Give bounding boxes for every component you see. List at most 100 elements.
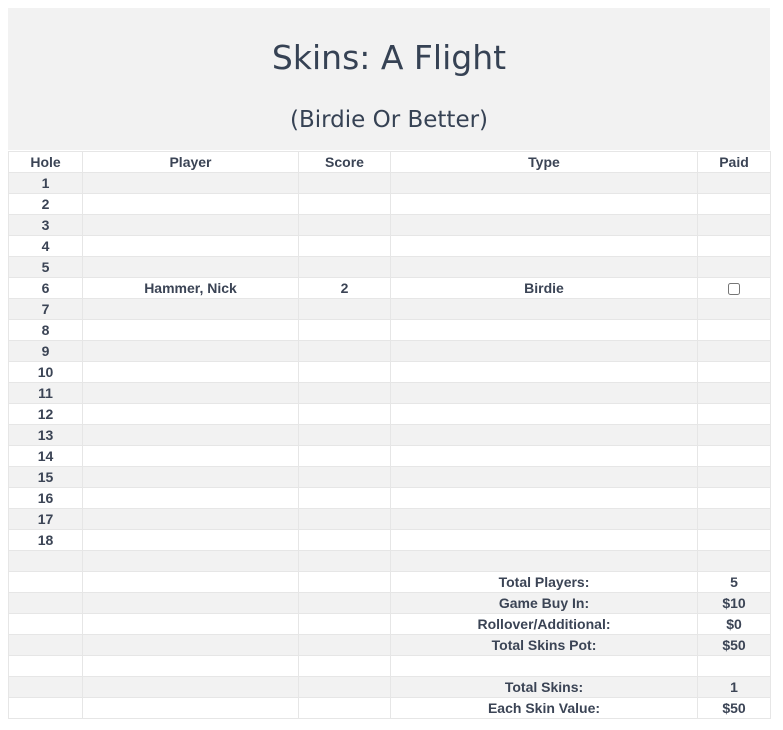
summary-row: [8, 655, 771, 677]
type-cell: [390, 340, 698, 362]
hole-cell: 5: [8, 256, 83, 278]
summary-value: $50: [697, 634, 771, 656]
empty-cell: [8, 571, 83, 593]
empty-cell: [298, 697, 391, 719]
skins-panel: Skins: A Flight (Birdie Or Better) Hole …: [8, 8, 771, 719]
score-cell: [298, 172, 391, 194]
summary-row: [8, 550, 771, 572]
summary-label: Each Skin Value:: [390, 697, 698, 719]
hole-cell: 9: [8, 340, 83, 362]
table-row: 13: [8, 424, 771, 446]
summary-value: $0: [697, 613, 771, 635]
summary-value: 5: [697, 571, 771, 593]
summary-label: Game Buy In:: [390, 592, 698, 614]
type-cell: [390, 319, 698, 341]
score-cell: [298, 235, 391, 257]
paid-cell: [697, 256, 771, 278]
empty-cell: [8, 697, 83, 719]
paid-cell: [697, 172, 771, 194]
paid-cell: [697, 361, 771, 383]
type-cell: [390, 361, 698, 383]
player-cell: [82, 466, 299, 488]
type-cell: [390, 214, 698, 236]
paid-cell: [697, 319, 771, 341]
paid-cell: [697, 382, 771, 404]
player-cell: [82, 382, 299, 404]
score-cell: [298, 319, 391, 341]
table-header-row: Hole Player Score Type Paid: [8, 151, 771, 173]
empty-cell: [8, 655, 83, 677]
table-row: 9: [8, 340, 771, 362]
type-cell: [390, 466, 698, 488]
score-cell: [298, 382, 391, 404]
player-cell: [82, 214, 299, 236]
player-cell: [82, 340, 299, 362]
paid-cell: [697, 193, 771, 215]
summary-label: Total Skins:: [390, 676, 698, 698]
type-cell: [390, 382, 698, 404]
score-cell: [298, 340, 391, 362]
score-cell: [298, 193, 391, 215]
empty-cell: [8, 592, 83, 614]
score-cell: [298, 424, 391, 446]
paid-cell: [697, 298, 771, 320]
empty-cell: [82, 697, 299, 719]
empty-cell: [298, 592, 391, 614]
player-cell: [82, 172, 299, 194]
empty-cell: [82, 655, 299, 677]
score-cell: [298, 214, 391, 236]
empty-cell: [82, 676, 299, 698]
player-cell: [82, 445, 299, 467]
hole-cell: 3: [8, 214, 83, 236]
hole-cell: 2: [8, 193, 83, 215]
page-header: Skins: A Flight (Birdie Or Better): [8, 8, 770, 150]
paid-cell: [697, 466, 771, 488]
hole-cell: 8: [8, 319, 83, 341]
score-cell: [298, 487, 391, 509]
column-header-score: Score: [298, 151, 391, 173]
summary-row: Total Skins: 1: [8, 676, 771, 698]
type-cell: [390, 298, 698, 320]
table-row: 16: [8, 487, 771, 509]
player-cell: [82, 403, 299, 425]
summary-value: $10: [697, 592, 771, 614]
page-title: Skins: A Flight: [271, 38, 507, 77]
player-cell: [82, 319, 299, 341]
type-cell: [390, 403, 698, 425]
summary-label: [390, 550, 698, 572]
paid-cell: [697, 445, 771, 467]
empty-cell: [298, 550, 391, 572]
table-row: 14: [8, 445, 771, 467]
score-cell: [298, 403, 391, 425]
paid-cell: [697, 487, 771, 509]
paid-cell: [697, 403, 771, 425]
summary-value: [697, 655, 771, 677]
table-row: 2: [8, 193, 771, 215]
table-row: 7: [8, 298, 771, 320]
empty-cell: [8, 613, 83, 635]
summary-row: Rollover/Additional: $0: [8, 613, 771, 635]
empty-cell: [82, 634, 299, 656]
hole-cell: 7: [8, 298, 83, 320]
summary-value: [697, 550, 771, 572]
table-row: 15: [8, 466, 771, 488]
table-row: 5: [8, 256, 771, 278]
summary-value: 1: [697, 676, 771, 698]
hole-cell: 12: [8, 403, 83, 425]
table-row: 11: [8, 382, 771, 404]
score-cell: 2: [298, 277, 391, 299]
player-cell: [82, 235, 299, 257]
player-cell: [82, 298, 299, 320]
score-cell: [298, 298, 391, 320]
table-row: 10: [8, 361, 771, 383]
empty-cell: [82, 571, 299, 593]
empty-cell: [82, 550, 299, 572]
column-header-hole: Hole: [8, 151, 83, 173]
hole-cell: 15: [8, 466, 83, 488]
table-row: 4: [8, 235, 771, 257]
hole-cell: 13: [8, 424, 83, 446]
hole-cell: 4: [8, 235, 83, 257]
empty-cell: [8, 634, 83, 656]
paid-checkbox[interactable]: [728, 283, 740, 296]
type-cell: [390, 529, 698, 551]
